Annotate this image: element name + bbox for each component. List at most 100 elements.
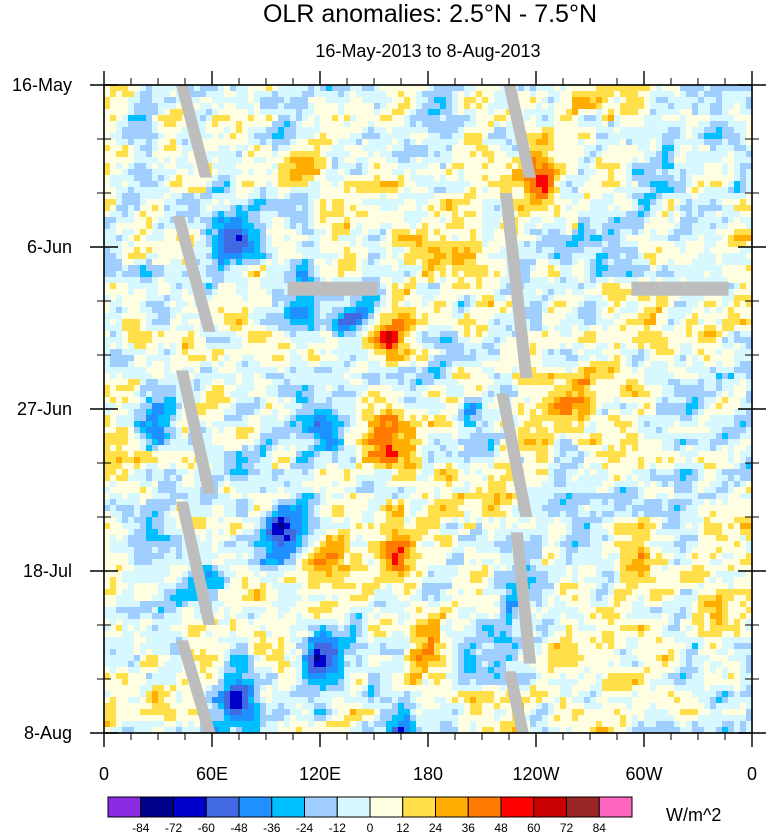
field-cell: [248, 145, 255, 152]
field-cell: [428, 187, 435, 194]
field-cell: [710, 331, 717, 338]
field-cell: [692, 91, 699, 98]
field-cell: [632, 145, 639, 152]
field-cell: [116, 85, 123, 92]
field-cell: [458, 271, 465, 278]
field-cell: [434, 175, 441, 182]
field-cell: [662, 133, 669, 140]
field-cell: [728, 85, 735, 92]
field-cell: [218, 157, 225, 164]
field-cell: [548, 199, 555, 206]
field-cell: [236, 175, 243, 182]
field-cell: [302, 229, 309, 236]
field-cell: [722, 247, 729, 254]
field-cell: [326, 133, 333, 140]
field-cell: [374, 229, 381, 236]
field-cell: [554, 121, 561, 128]
field-cell: [176, 355, 183, 362]
field-cell: [242, 331, 249, 338]
field-cell: [398, 151, 405, 158]
field-cell: [686, 253, 693, 260]
field-cell: [248, 139, 255, 146]
field-cell: [386, 151, 393, 158]
field-cell: [704, 157, 711, 164]
field-cell: [356, 127, 363, 134]
field-cell: [302, 271, 309, 278]
field-cell: [530, 109, 537, 116]
field-cell: [668, 307, 675, 314]
field-cell: [206, 331, 213, 338]
field-cell: [716, 265, 723, 272]
field-cell: [662, 253, 669, 260]
field-cell: [320, 169, 327, 176]
field-cell: [362, 265, 369, 272]
field-cell: [356, 355, 363, 362]
field-cell: [164, 199, 171, 206]
field-cell: [428, 127, 435, 134]
field-cell: [248, 175, 255, 182]
field-cell: [170, 91, 177, 98]
field-cell: [740, 103, 747, 110]
field-cell: [650, 115, 657, 122]
field-cell: [704, 103, 711, 110]
field-cell: [374, 139, 381, 146]
field-cell: [596, 271, 603, 278]
field-cell: [632, 157, 639, 164]
field-cell: [470, 97, 477, 104]
field-cell: [446, 223, 453, 230]
field-cell: [122, 145, 129, 152]
field-cell: [236, 157, 243, 164]
field-cell: [500, 253, 507, 260]
field-cell: [308, 247, 315, 254]
field-cell: [680, 145, 687, 152]
field-cell: [476, 103, 483, 110]
field-cell: [188, 217, 195, 224]
field-cell: [584, 169, 591, 176]
field-cell: [158, 109, 165, 116]
field-cell: [638, 157, 645, 164]
field-cell: [572, 247, 579, 254]
field-cell: [428, 109, 435, 116]
field-cell: [608, 127, 615, 134]
field-cell: [746, 121, 752, 128]
field-cell: [260, 271, 267, 278]
field-cell: [746, 325, 752, 332]
field-cell: [602, 193, 609, 200]
field-cell: [104, 217, 111, 224]
field-cell: [608, 337, 615, 344]
field-cell: [422, 265, 429, 272]
field-cell: [134, 133, 141, 140]
field-cell: [146, 283, 153, 290]
field-cell: [200, 337, 207, 344]
field-cell: [662, 145, 669, 152]
field-cell: [158, 295, 165, 302]
field-cell: [740, 331, 747, 338]
field-cell: [446, 355, 453, 362]
field-cell: [632, 313, 639, 320]
field-cell: [620, 253, 627, 260]
field-cell: [548, 265, 555, 272]
field-cell: [104, 139, 111, 146]
field-cell: [254, 181, 261, 188]
field-cell: [332, 103, 339, 110]
field-cell: [350, 163, 357, 170]
field-cell: [596, 211, 603, 218]
field-cell: [566, 97, 573, 104]
field-cell: [554, 97, 561, 104]
field-cell: [590, 151, 597, 158]
field-cell: [170, 157, 177, 164]
field-cell: [104, 97, 111, 104]
field-cell: [524, 295, 531, 302]
field-cell: [596, 139, 603, 146]
field-cell: [680, 253, 687, 260]
field-cell: [368, 313, 375, 320]
field-cell: [110, 319, 117, 326]
field-cell: [428, 355, 435, 362]
field-cell: [284, 343, 291, 350]
field-cell: [110, 211, 117, 218]
field-cell: [458, 193, 465, 200]
field-cell: [392, 103, 399, 110]
field-cell: [668, 109, 675, 116]
field-cell: [146, 139, 153, 146]
field-cell: [410, 115, 417, 122]
